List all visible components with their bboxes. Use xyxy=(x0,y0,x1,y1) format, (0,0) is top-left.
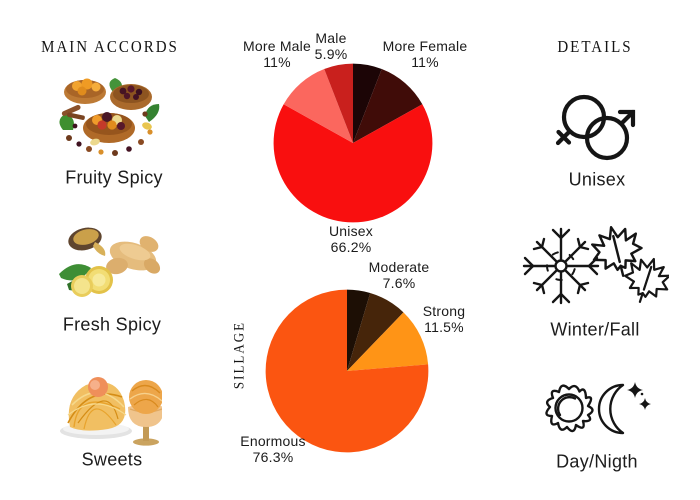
sweets-image xyxy=(60,377,162,446)
gender-slice-more-male xyxy=(283,68,353,143)
gender-slice-male xyxy=(324,63,353,143)
sillage-pie-chart xyxy=(265,289,429,453)
fruity-spicy-image xyxy=(59,78,160,156)
gender-label-more-female: More Female 11% xyxy=(382,38,468,70)
detail-label-day-nigth: Day/Nigth xyxy=(556,451,638,472)
sillage-slice-moderate xyxy=(347,293,404,371)
gender-label-more-male: More Male 11% xyxy=(243,38,311,70)
moon-icon xyxy=(597,383,625,435)
snowflake-maple-leaves-icon xyxy=(522,226,669,305)
gender-label-male: Male 5.9% xyxy=(314,30,348,62)
gender-pie-chart xyxy=(273,63,433,223)
sparkle-stars-icon xyxy=(627,382,651,410)
sillage-axis-title: SILLAGE xyxy=(230,320,247,390)
sun-moon-icon xyxy=(545,382,651,435)
sillage-label-moderate: Moderate 7.6% xyxy=(368,259,430,291)
detail-label-unisex: Unisex xyxy=(568,169,626,190)
sillage-slice-strong xyxy=(347,312,429,371)
fresh-spicy-image xyxy=(59,227,161,297)
accord-label-fresh-spicy: Fresh Spicy xyxy=(62,314,162,335)
accord-label-fruity-spicy: Fruity Spicy xyxy=(65,167,163,188)
gender-slice-unlabeled xyxy=(353,63,382,143)
gender-slice-more-female xyxy=(353,68,423,143)
sillage-label-strong: Strong 11.5% xyxy=(422,303,466,335)
maple-leaf-icon xyxy=(591,226,643,277)
sun-icon xyxy=(545,384,594,433)
main-accords-header: MAIN ACCORDS xyxy=(41,38,179,57)
detail-label-winter-fall: Winter/Fall xyxy=(550,319,640,340)
accord-label-sweets: Sweets xyxy=(81,449,143,470)
gender-label-unisex: Unisex 66.2% xyxy=(329,223,373,255)
sillage-slice-enormous xyxy=(265,289,429,453)
sillage-slice-unlabeled xyxy=(347,289,371,371)
maple-leaf-icon xyxy=(624,257,669,303)
unisex-gender-icon xyxy=(555,94,636,161)
gender-slice-unisex xyxy=(273,104,433,223)
snowflake-icon xyxy=(522,226,669,305)
details-header: DETAILS xyxy=(557,38,633,57)
sillage-label-enormous: Enormous 76.3% xyxy=(240,433,306,465)
